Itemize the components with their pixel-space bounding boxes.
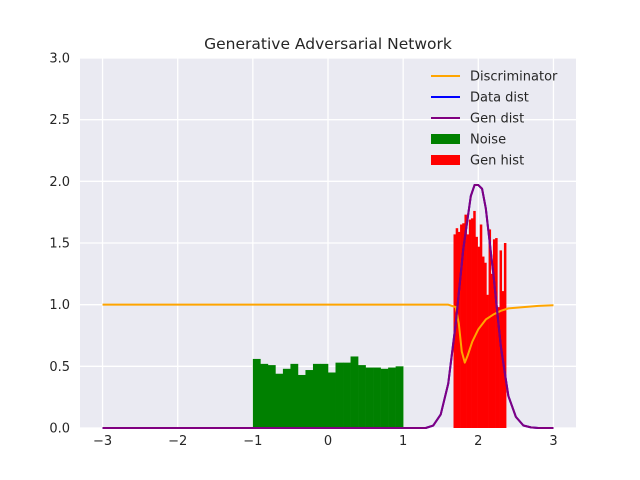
histogram-bar [495,238,498,428]
histogram-bar [380,368,389,428]
histogram-bar [312,363,321,428]
histogram-bar [343,362,351,428]
histogram-bar [462,223,465,428]
x-tick-label: −2 [168,434,187,449]
series-lines [102,184,554,429]
histogram-bar [468,219,472,428]
histogram-bar [358,365,366,428]
x-tick-label: 1 [399,434,407,449]
legend-label: Gen hist [470,154,524,169]
histogram-bar [486,294,489,428]
histogram-bar [260,363,269,428]
histogram-bar [335,362,344,428]
histogram-bar [503,243,507,428]
histogram-bar [473,210,476,428]
histogram-bar [282,368,291,428]
legend-label: Data dist [470,91,529,106]
legend-label: Gen dist [470,112,524,127]
x-tick-label: 0 [324,434,332,449]
series-line [102,303,554,364]
x-tick-label: −1 [243,434,262,449]
x-tick-label: 3 [549,434,557,449]
y-tick-label: 1.5 [49,237,70,252]
histogram-bar [365,367,374,428]
legend: Discriminator Data dist Gen dist Noise Gen h… [431,70,558,169]
histogram-bar [488,229,492,428]
legend-patch-swatch [431,155,460,165]
y-axis-ticks: 0.0 0.5 1.0 1.5 2.0 2.5 3.0 [49,52,70,437]
y-tick-label: 2.5 [49,113,70,128]
histogram-bar [305,370,314,428]
histogram-bar [267,365,276,428]
y-tick-label: 0.5 [49,360,70,375]
histogram-bar [297,374,306,428]
histogram-bar [466,234,470,428]
histogram-bar [290,363,299,428]
y-tick-label: 0.0 [49,422,70,437]
legend-label: Noise [470,133,506,148]
histogram-bar [490,273,494,428]
histogram-bar [460,224,463,428]
chart-title: Generative Adversarial Network [204,35,452,53]
histogram-bar [395,366,404,428]
y-tick-label: 1.0 [49,298,70,313]
legend-patch-swatch [431,134,460,144]
histogram-bar [492,239,496,428]
histogram-bar [328,372,336,428]
histogram-bar [275,373,284,428]
histogram-bar [497,307,500,428]
histogram-bar [481,256,485,428]
series-line [102,184,554,429]
x-axis-ticks: −3 −2 −1 0 1 2 3 [93,434,558,449]
legend-label: Discriminator [470,70,558,85]
histogram-bar [464,214,467,428]
histogram-bar [455,228,459,428]
histogram-bar [477,246,481,428]
x-tick-label: −3 [93,434,112,449]
histogram-bar [252,358,261,428]
x-tick-label: 2 [474,434,482,449]
histogram-bar [320,363,329,428]
histogram-bar [484,262,487,428]
histogram-bar [373,367,381,428]
y-tick-label: 3.0 [49,52,70,67]
histogram-bar [350,356,359,428]
histogram-bar [388,367,396,428]
y-tick-label: 2.0 [49,175,70,190]
histogram-bar [471,218,474,428]
